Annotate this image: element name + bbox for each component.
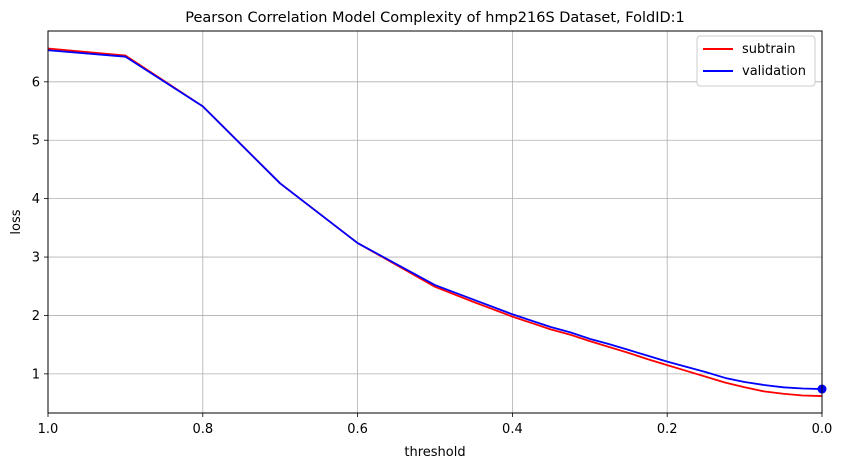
axis-ticks: 1.0 0.8 0.6 0.4 0.2 0.0 1 2 3 4 5 6: [32, 75, 833, 437]
x-axis-label: threshold: [404, 445, 465, 460]
y-axis-label: loss: [9, 209, 24, 234]
grid-lines: [47, 31, 823, 413]
x-tick-label: 0.8: [192, 422, 213, 437]
y-tick-label: 2: [32, 309, 40, 324]
y-tick-label: 5: [32, 134, 40, 149]
x-tick-label: 0.2: [657, 422, 678, 437]
legend-label-subtrain: subtrain: [742, 42, 796, 57]
y-tick-label: 1: [32, 367, 40, 382]
series-line-validation: [47, 49, 823, 390]
y-tick-label: 6: [32, 75, 40, 90]
legend-label-validation: validation: [742, 64, 806, 79]
plot-frame: [47, 30, 823, 414]
chart-title: Pearson Correlation Model Complexity of …: [185, 10, 685, 26]
legend: subtrain validation: [696, 35, 816, 87]
series-lines: [47, 47, 827, 397]
x-tick-label: 0.4: [502, 422, 523, 437]
y-tick-label: 3: [32, 251, 40, 266]
x-tick-label: 0.0: [812, 422, 833, 437]
x-tick-label: 1.0: [38, 422, 59, 437]
y-tick-label: 4: [32, 192, 40, 207]
x-tick-label: 0.6: [347, 422, 368, 437]
